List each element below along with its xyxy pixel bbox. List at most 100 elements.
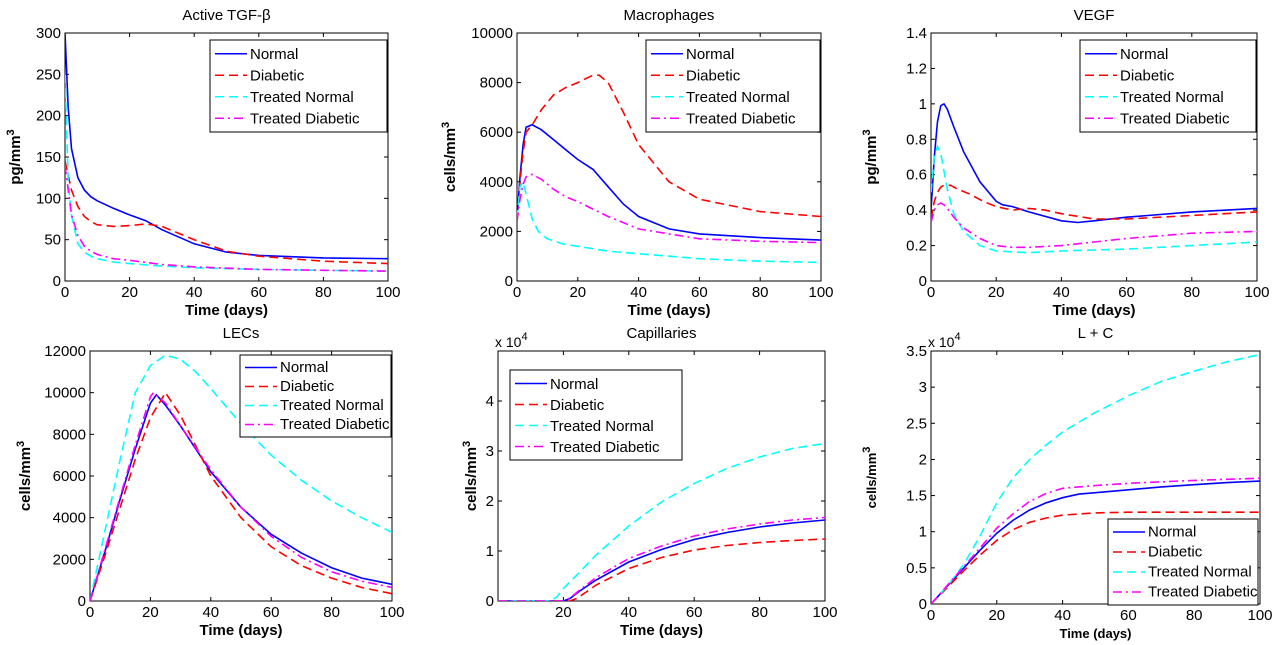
- legend-label: Diabetic: [1148, 544, 1203, 561]
- legend-box: [1107, 518, 1259, 606]
- legend-label: Treated Normal: [1148, 564, 1252, 581]
- legend-box: [509, 369, 683, 461]
- legend: Normal Diabetic Treated Normal Treated Diab…: [209, 39, 388, 133]
- x-tick-label: 60: [691, 284, 708, 301]
- x-axis-label: Time (days): [620, 622, 703, 639]
- y-tick-label: 150: [36, 149, 61, 166]
- series-line-treated-normal: [65, 74, 388, 272]
- legend-label: Treated Normal: [280, 397, 384, 414]
- y-tick-label: 100: [36, 190, 61, 207]
- x-tick-label: 20: [142, 604, 159, 621]
- x-tick-label: 100: [812, 604, 837, 621]
- x-tick-label: 100: [1244, 284, 1269, 301]
- y-tick-label: 2000: [480, 223, 513, 240]
- x-tick-label: 40: [186, 284, 203, 301]
- x-tick-label: 80: [1186, 607, 1203, 624]
- series-line-diabetic: [90, 391, 392, 601]
- x-tick-label: 40: [1053, 284, 1070, 301]
- y-tick-label: 3: [486, 443, 494, 460]
- legend-label: Diabetic: [550, 397, 605, 414]
- y-tick-label: 0.8: [906, 131, 927, 148]
- legend-label: Diabetic: [280, 378, 335, 395]
- y-tick-label: 2.5: [906, 415, 927, 432]
- y-tick-label: 0: [919, 273, 927, 290]
- y-tick-label: 2: [486, 493, 494, 510]
- legend-label: Normal: [686, 46, 734, 63]
- series-line-treated-normal: [517, 179, 821, 264]
- y-tick-label: 0.5: [906, 560, 927, 577]
- y-tick-label: 250: [36, 66, 61, 83]
- subplot-2: 0 20 40 60 80 100 0 2000 4000 6000 8000 10000 Macrop…: [440, 7, 834, 319]
- y-tick-label: 6000: [480, 124, 513, 141]
- x-tick-label: 0: [86, 604, 94, 621]
- x-tick-label: 60: [1118, 284, 1135, 301]
- y-tick-label: 3: [919, 379, 927, 396]
- legend-label: Treated Normal: [250, 89, 354, 106]
- subplot-title: Active TGF-β: [182, 7, 271, 24]
- legend: Normal Diabetic Treated Normal Treated Diab…: [1079, 39, 1257, 133]
- series-line-diabetic: [498, 538, 825, 601]
- y-axis-label: pg/mm3: [5, 129, 24, 184]
- y-tick-label: 3.5: [906, 343, 927, 360]
- y-tick-label: 1: [486, 543, 494, 560]
- y-tick-label: 6000: [53, 468, 86, 485]
- series-line-diabetic: [931, 184, 1257, 220]
- y-tick-label: 0: [919, 596, 927, 613]
- legend-label: Diabetic: [250, 68, 305, 85]
- y-tick-label: 12000: [44, 343, 86, 360]
- subplot-6: 0 20 40 60 80 100 0 0.5 1 1.5 2 2.5 3 3.5 L + C x 104 Ti…: [861, 325, 1273, 641]
- x-tick-label: 60: [686, 604, 703, 621]
- y-tick-label: 300: [36, 25, 61, 42]
- legend-label: Treated Normal: [550, 418, 654, 435]
- x-tick-label: 0: [513, 284, 521, 301]
- subplot-title: VEGF: [1074, 7, 1115, 24]
- x-tick-label: 40: [1054, 607, 1071, 624]
- subplot-5: 20 40 60 80 100 0 1 2 3 4 Capillaries x 104 Time (da…: [461, 325, 838, 639]
- x-tick-label: 80: [315, 284, 332, 301]
- series-line-treated-normal: [931, 353, 1260, 604]
- legend-label: Normal: [1148, 524, 1196, 541]
- legend-label: Treated Normal: [1120, 89, 1224, 106]
- x-tick-label: 40: [620, 604, 637, 621]
- y-tick-label: 0: [78, 593, 86, 610]
- legend-label: Normal: [250, 46, 298, 63]
- legend-box: [1079, 39, 1257, 133]
- x-axis-label: Time (days): [185, 302, 268, 319]
- series-line-treated-normal: [931, 144, 1257, 254]
- x-tick-label: 40: [630, 284, 647, 301]
- y-axis-label: cells/mm3: [861, 447, 879, 509]
- y-tick-label: 0: [505, 273, 513, 290]
- x-axis-label: Time (days): [1059, 626, 1131, 641]
- y-tick-label: 0: [53, 273, 61, 290]
- x-tick-label: 0: [61, 284, 69, 301]
- y-tick-label: 1: [919, 524, 927, 541]
- y-tick-label: 4000: [480, 174, 513, 191]
- y-tick-label: 1: [919, 96, 927, 113]
- y-tick-label: 8000: [53, 426, 86, 443]
- series-line-treated-diabetic: [90, 391, 392, 601]
- legend-label: Normal: [550, 376, 598, 393]
- legend-label: Treated Normal: [686, 89, 790, 106]
- y-tick-label: 8000: [480, 75, 513, 92]
- series-line-treated-normal: [90, 354, 392, 601]
- x-tick-label: 20: [569, 284, 586, 301]
- x-tick-label: 60: [250, 284, 267, 301]
- legend-box: [239, 354, 392, 438]
- x-tick-label: 20: [988, 284, 1005, 301]
- legend: Normal Diabetic Treated Normal Treated Diab…: [239, 354, 392, 438]
- legend-label: Treated Diabetic: [280, 416, 390, 433]
- series-line-treated-diabetic: [498, 516, 825, 601]
- subplot-title: L + C: [1078, 325, 1114, 342]
- x-tick-label: 20: [988, 607, 1005, 624]
- x-tick-label: 100: [379, 604, 404, 621]
- legend-label: Normal: [1120, 46, 1168, 63]
- x-axis-label: Time (days): [199, 622, 282, 639]
- series-line-diabetic: [931, 511, 1260, 604]
- series-line-normal: [517, 123, 821, 241]
- y-tick-label: 0.6: [906, 167, 927, 184]
- y-tick-label: 10000: [471, 25, 513, 42]
- series-line-diabetic: [517, 74, 821, 220]
- x-tick-label: 0: [927, 607, 935, 624]
- axis-multiplier: x 104: [928, 331, 961, 350]
